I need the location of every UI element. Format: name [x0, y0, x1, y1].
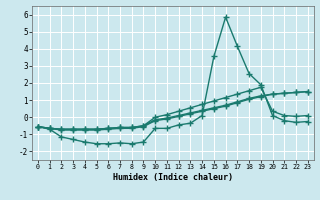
X-axis label: Humidex (Indice chaleur): Humidex (Indice chaleur): [113, 173, 233, 182]
